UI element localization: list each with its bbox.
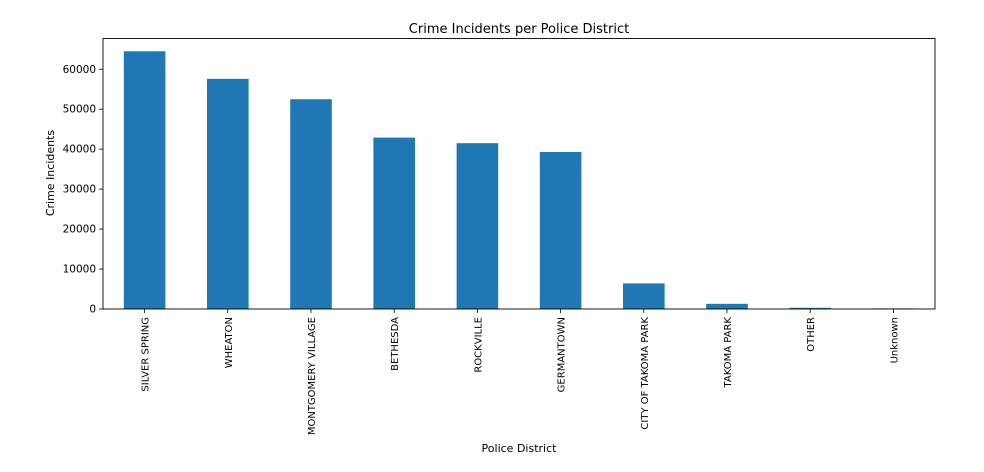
x-tick-label: BETHESDA [390,317,401,371]
y-axis: 0 10000 20000 30000 40000 50000 60000 [63,64,103,316]
plot-frame [102,38,936,310]
y-tick-label: 50000 [63,104,96,116]
x-tick-label: GERMANTOWN [557,317,568,392]
bar [706,303,748,309]
y-tick-label: 30000 [63,184,96,196]
y-tick-label: 60000 [63,64,96,76]
bar [373,137,415,309]
x-tick-label: OTHER [806,317,817,352]
x-tick-label: CITY OF TAKOMA PARK [640,317,651,430]
y-tick-label: 20000 [63,224,96,236]
x-axis: SILVER SPRING WHEATON MONTGOMERY VILLAGE BE… [141,309,900,435]
bar [207,78,249,309]
bar [456,143,499,309]
x-tick-label: ROCKVILLE [473,317,484,373]
x-tick-label: SILVER SPRING [141,317,152,392]
bars-layer [123,51,915,310]
x-axis-label: Police District [482,442,558,455]
bar [290,99,332,310]
x-tick-label: Unknown [889,317,900,363]
y-tick-label: 10000 [63,264,96,276]
x-tick-label: MONTGOMERY VILLAGE [307,317,318,435]
bar [789,307,831,309]
bar [623,283,665,309]
bar [123,51,166,309]
bar [539,151,582,309]
y-tick-label: 40000 [63,144,96,156]
x-tick-label: TAKOMA PARK [723,317,734,389]
x-tick-label: WHEATON [224,317,235,368]
chart-title: Crime Incidents per Police District [409,22,629,37]
y-tick-label: 0 [89,304,96,316]
y-axis-label: Crime Incidents [44,130,57,217]
